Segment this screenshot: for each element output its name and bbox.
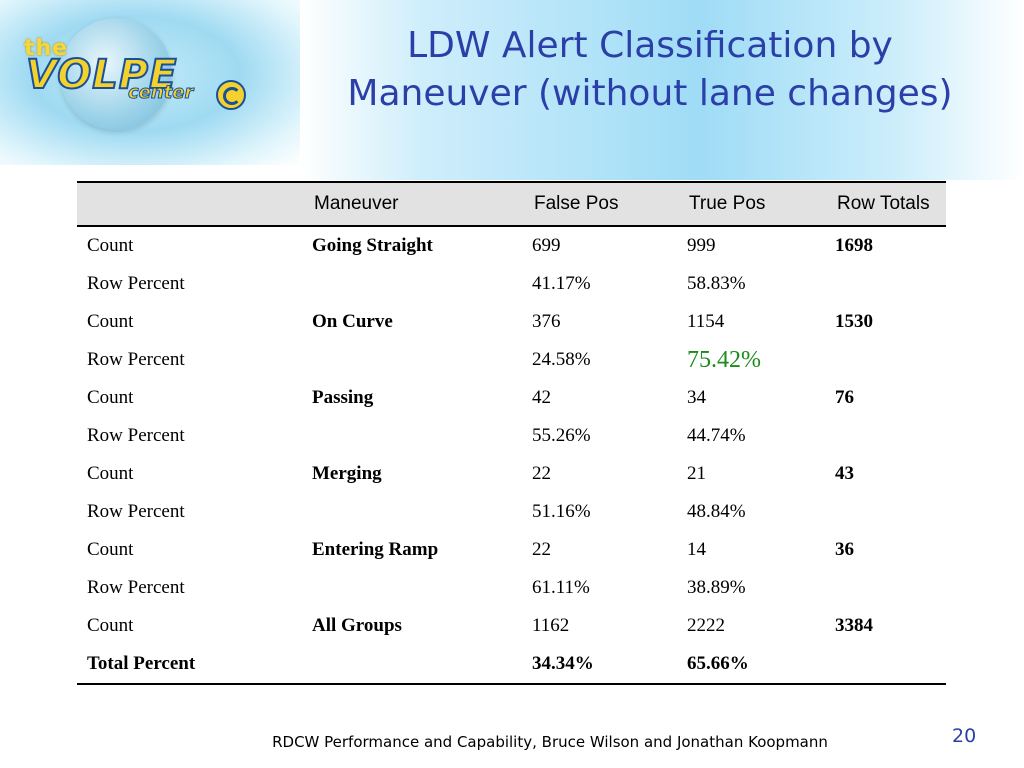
logo-the-text: the: [24, 36, 69, 61]
table-row: Total Percent 34.34% 65.66%: [77, 645, 946, 685]
true-pos-cell: 58.83%: [687, 273, 746, 294]
header-maneuver: Maneuver: [302, 181, 522, 227]
row-total-cell: [825, 341, 946, 379]
logo-swirl-icon: [216, 80, 246, 110]
header-row-totals: Row Totals: [825, 181, 946, 227]
row-total-cell: 1530: [835, 311, 873, 332]
header-false-pos: False Pos: [522, 181, 677, 227]
maneuver-cell: Entering Ramp: [312, 539, 439, 560]
maneuver-cell: Passing: [312, 387, 374, 408]
false-pos-cell: 24.58%: [532, 349, 591, 370]
title-line-2: Maneuver (without lane changes): [347, 73, 953, 114]
table-row: Row Percent 24.58% 75.42%: [77, 341, 946, 379]
header-blank: [77, 181, 302, 227]
table-row: Row Percent 61.11% 38.89%: [77, 569, 946, 607]
false-pos-cell: 34.34%: [522, 645, 677, 685]
maneuver-cell: [302, 341, 522, 379]
maneuver-cell: Going Straight: [312, 235, 433, 256]
table-header-row: Maneuver False Pos True Pos Row Totals: [77, 181, 946, 227]
row-label: Total Percent: [77, 645, 302, 685]
maneuver-cell: [302, 417, 522, 455]
row-total-cell: [825, 493, 946, 531]
true-pos-cell: 21: [687, 463, 706, 484]
true-pos-cell: 44.74%: [687, 425, 746, 446]
row-label: Row Percent: [87, 273, 185, 294]
true-pos-cell: 38.89%: [687, 577, 746, 598]
row-label: Count: [87, 387, 134, 408]
table-row: Row Percent 41.17% 58.83%: [77, 265, 946, 303]
row-total-cell: 1698: [835, 235, 873, 256]
maneuver-cell: On Curve: [312, 311, 393, 332]
false-pos-cell: 376: [532, 311, 561, 332]
false-pos-cell: 41.17%: [532, 273, 591, 294]
row-label: Row Percent: [87, 501, 185, 522]
table-row: Count Merging 22 21 43: [77, 455, 946, 493]
row-total-cell: [825, 569, 946, 607]
false-pos-cell: 22: [532, 539, 551, 560]
title-line-1: LDW Alert Classification by: [407, 25, 893, 66]
row-label: Row Percent: [87, 349, 185, 370]
row-label: Count: [87, 463, 134, 484]
false-pos-cell: 55.26%: [532, 425, 591, 446]
table-row: Row Percent 51.16% 48.84%: [77, 493, 946, 531]
table-row: Count Entering Ramp 22 14 36: [77, 531, 946, 569]
maneuver-cell: [302, 569, 522, 607]
table-row: Count On Curve 376 1154 1530: [77, 303, 946, 341]
false-pos-cell: 61.11%: [532, 577, 590, 598]
true-pos-cell: 34: [687, 387, 706, 408]
table-row: Count Passing 42 34 76: [77, 379, 946, 417]
header-true-pos: True Pos: [677, 181, 825, 227]
row-total-cell: 43: [835, 463, 854, 484]
row-total-cell: [825, 265, 946, 303]
false-pos-cell: 1162: [532, 615, 570, 636]
maneuver-cell: [302, 265, 522, 303]
maneuver-cell: Merging: [312, 463, 382, 484]
row-label: Count: [87, 615, 134, 636]
slide-title: LDW Alert Classification by Maneuver (wi…: [300, 22, 1000, 118]
row-label: Row Percent: [87, 425, 185, 446]
maneuver-cell: All Groups: [312, 615, 402, 636]
row-label: Row Percent: [87, 577, 185, 598]
logo-volpe-text: VOLPE: [25, 51, 178, 99]
true-pos-cell: 999: [687, 235, 716, 256]
footer-text: RDCW Performance and Capability, Bruce W…: [272, 733, 828, 751]
volpe-logo: the VOLPE center: [0, 0, 300, 165]
row-total-cell: 36: [835, 539, 854, 560]
maneuver-cell: [302, 645, 522, 685]
table-row: Count Going Straight 699 999 1698: [77, 226, 946, 265]
true-pos-cell: 14: [687, 539, 706, 560]
true-pos-highlight-cell: 75.42%: [687, 346, 761, 373]
false-pos-cell: 22: [532, 463, 551, 484]
true-pos-cell: 2222: [687, 615, 725, 636]
logo-ring-icon: [60, 18, 172, 130]
logo-center-text: center: [127, 82, 194, 104]
row-label: Count: [87, 311, 134, 332]
table-row: Count All Groups 1162 2222 3384: [77, 607, 946, 645]
row-label: Count: [87, 235, 134, 256]
true-pos-cell: 48.84%: [687, 501, 746, 522]
maneuver-cell: [302, 493, 522, 531]
classification-table: Maneuver False Pos True Pos Row Totals C…: [77, 181, 946, 685]
true-pos-cell: 65.66%: [677, 645, 825, 685]
false-pos-cell: 51.16%: [532, 501, 591, 522]
row-total-cell: 3384: [835, 615, 873, 636]
false-pos-cell: 42: [532, 387, 551, 408]
true-pos-cell: 1154: [687, 311, 725, 332]
row-label: Count: [87, 539, 134, 560]
row-total-cell: [825, 645, 946, 685]
row-total-cell: 76: [835, 387, 854, 408]
false-pos-cell: 699: [532, 235, 561, 256]
row-total-cell: [825, 417, 946, 455]
table-row: Row Percent 55.26% 44.74%: [77, 417, 946, 455]
page-number: 20: [952, 725, 977, 747]
